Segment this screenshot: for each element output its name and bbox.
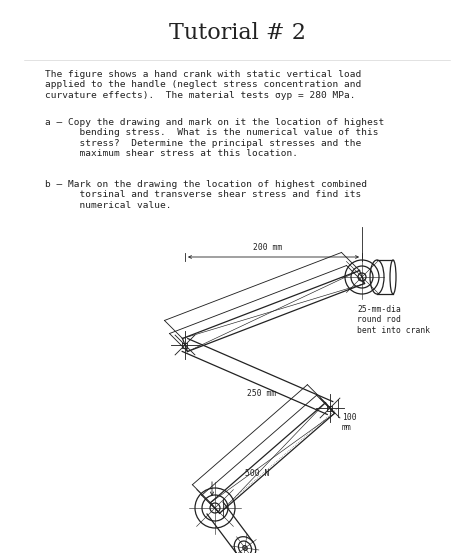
Text: 250 mm: 250 mm xyxy=(247,389,277,399)
Text: b – Mark on the drawing the location of highest combined
      torsinal and tran: b – Mark on the drawing the location of … xyxy=(45,180,367,210)
Text: 100
mm: 100 mm xyxy=(342,413,356,432)
Text: The figure shows a hand crank with static vertical load
applied to the handle (n: The figure shows a hand crank with stati… xyxy=(45,70,361,100)
Text: a – Copy the drawing and mark on it the location of highest
      bending stress: a – Copy the drawing and mark on it the … xyxy=(45,118,384,158)
Text: 500 N: 500 N xyxy=(245,469,269,478)
Text: 200 mm: 200 mm xyxy=(254,243,283,252)
Text: Tutorial # 2: Tutorial # 2 xyxy=(169,22,305,44)
Text: 25-mm-dia
round rod
bent into crank: 25-mm-dia round rod bent into crank xyxy=(357,305,430,335)
